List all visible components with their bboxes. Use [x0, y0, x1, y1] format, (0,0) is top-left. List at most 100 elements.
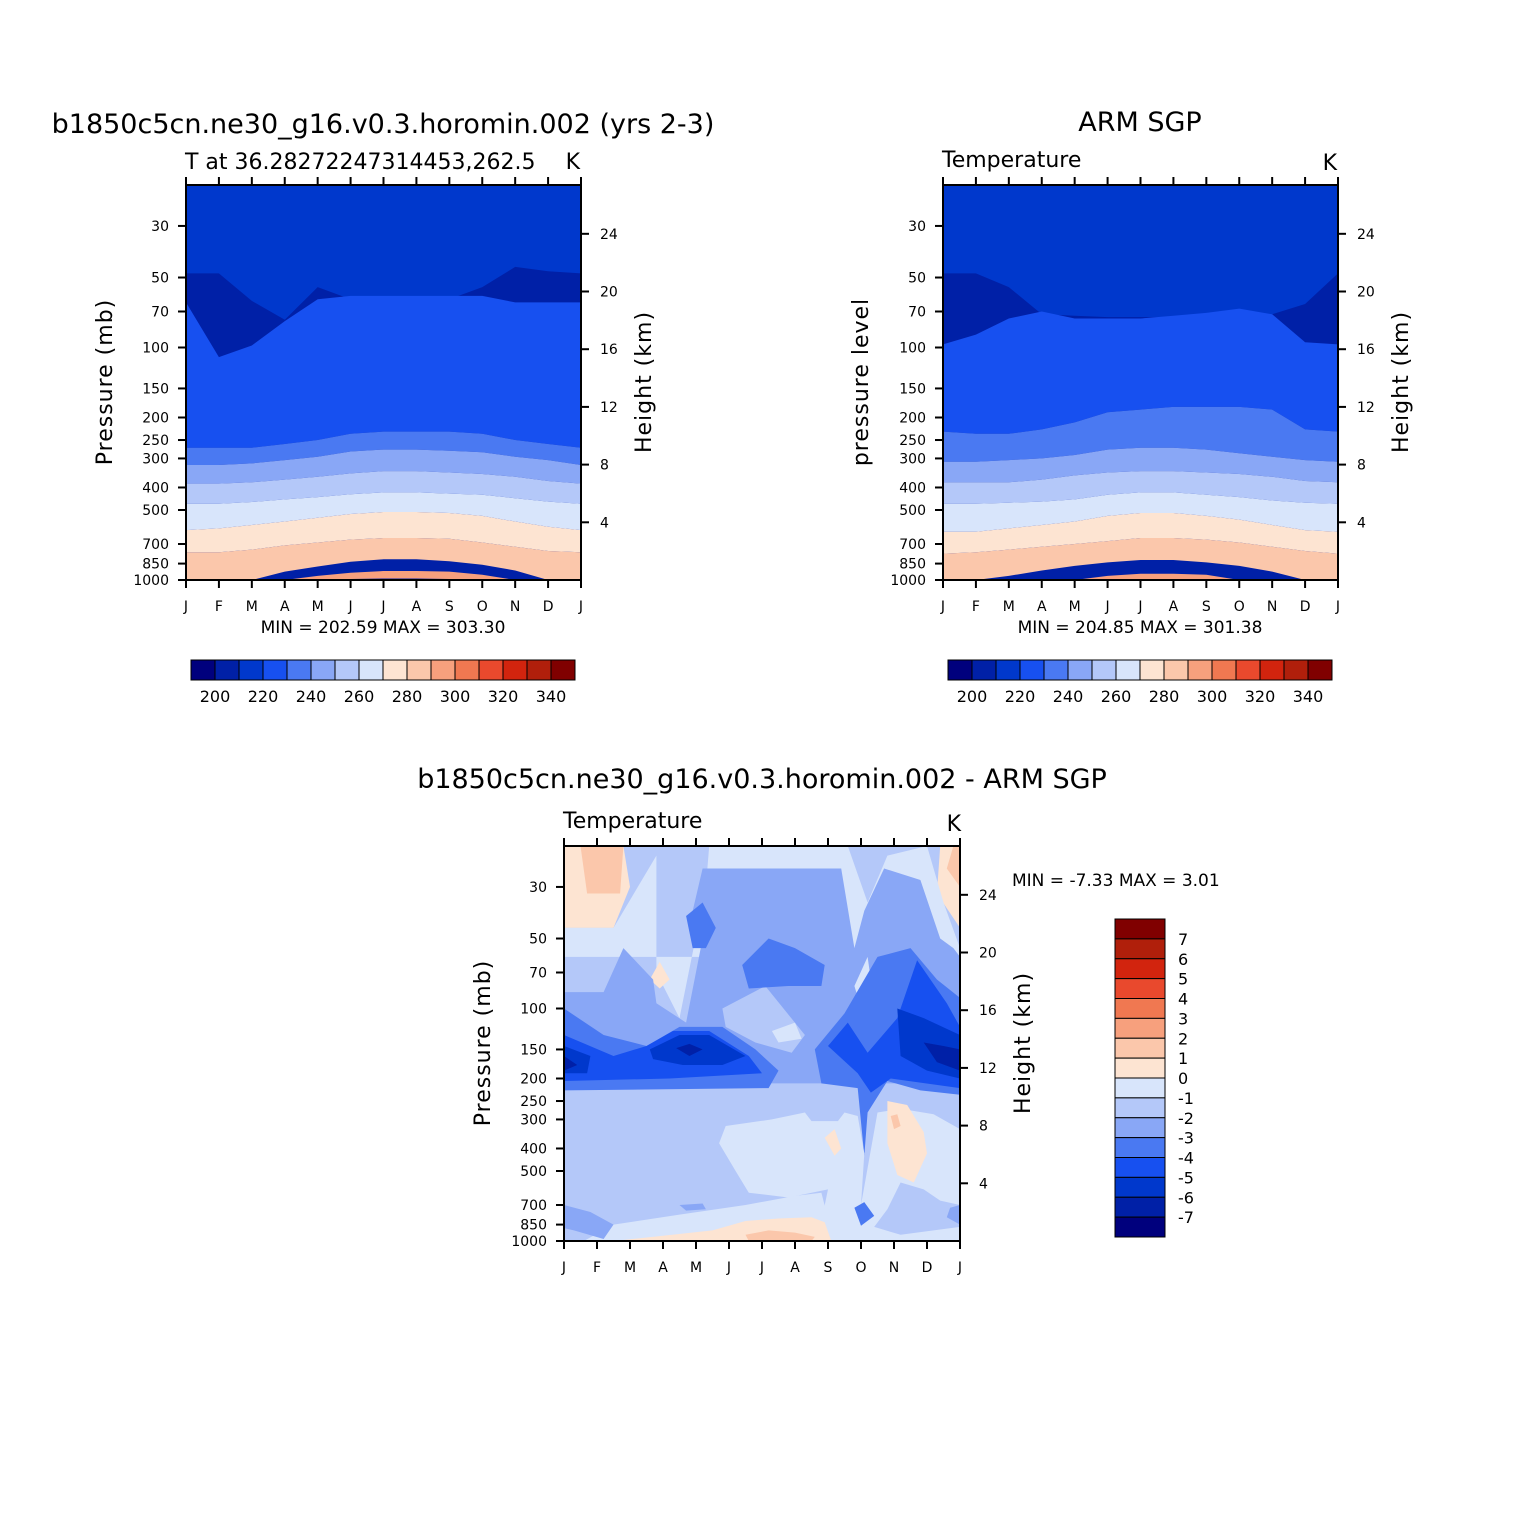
obs-band-240	[943, 447, 1338, 483]
obs-band-280	[943, 538, 1338, 580]
model-ytick-label-right-4: 8	[600, 458, 609, 474]
diff-colorbar-box-9	[1114, 1097, 1166, 1119]
model-colorbar-box-2	[238, 659, 264, 681]
obs-ytick-label-left-7: 300	[899, 451, 926, 467]
model-colorbar-box-3	[262, 659, 288, 681]
model-colorbar: 200 220 240 260 280 300 320 340	[190, 659, 576, 706]
diff-contour-22	[564, 1056, 578, 1071]
model-colorbar-box-8	[382, 659, 408, 681]
obs-ytick-label-right-1: 20	[1357, 285, 1375, 301]
diff-xtick-label-8: S	[824, 1260, 833, 1276]
diff-colorbar-box-3	[1114, 978, 1166, 999]
model-colorbar-box-1	[214, 659, 240, 681]
obs-units: K	[1323, 151, 1338, 176]
obs-band-290	[943, 573, 1338, 580]
diff-ytick-label-right-2: 16	[979, 1003, 997, 1019]
diff-ytick-label-right-3: 12	[979, 1061, 997, 1077]
diff-contour-31	[854, 1202, 875, 1226]
diff-contour-11	[742, 938, 825, 989]
diff-ytick-label-left-2: 70	[529, 965, 547, 981]
model-colorbar-label-1: 220	[248, 687, 279, 706]
diff-ytick-label-left-5: 200	[520, 1071, 547, 1087]
model-colorbar-box-5	[310, 659, 336, 681]
obs-xtick-label-3: A	[1037, 599, 1047, 615]
model-ytick-label-left-0: 30	[151, 219, 169, 235]
obs-colorbar-box-1	[971, 659, 997, 681]
obs-colorbar-box-2	[995, 659, 1021, 681]
model-xtick-label-11: D	[543, 599, 554, 615]
obs-colorbar-box-15	[1307, 659, 1333, 681]
obs-xtick-label-0: J	[940, 599, 945, 615]
model-band-260	[186, 492, 581, 531]
model-colorbar-box-7	[358, 659, 384, 681]
obs-colorbar-label-0: 200	[957, 687, 988, 706]
obs-xtick-label-4: M	[1069, 599, 1081, 615]
obs-ytick-label-right-4: 8	[1357, 458, 1366, 474]
model-colorbar-label-6: 320	[488, 687, 519, 706]
obs-xtick-label-5: J	[1105, 599, 1110, 615]
obs-colorbar-box-0	[947, 659, 973, 681]
obs-ytick-label-left-11: 850	[899, 557, 926, 573]
model-colorbar-label-4: 280	[392, 687, 423, 706]
model-ytick-label-left-11: 850	[142, 557, 169, 573]
obs-ytick-label-right-3: 12	[1357, 400, 1375, 416]
diff-ytick-label-left-9: 500	[520, 1164, 547, 1180]
obs-subtitle: Temperature	[941, 148, 1081, 173]
obs-ytick-label-right-2: 16	[1357, 342, 1375, 358]
obs-colorbar-box-11	[1211, 659, 1237, 681]
model-plot-area: J F M A M J J A S O N D J 30 50 70 100 150 200 250 300 400 500…	[133, 177, 618, 615]
model-ytick-label-left-1: 50	[151, 271, 169, 287]
diff-contour-27	[824, 1129, 842, 1156]
model-ytick-label-right-1: 20	[600, 285, 618, 301]
diff-colorbar-label-7: 0	[1178, 1069, 1188, 1088]
diff-ytick-label-left-11: 850	[520, 1218, 547, 1234]
model-ylabel-left: Pressure (mb)	[93, 299, 118, 466]
diff-xtick-label-9: O	[855, 1260, 866, 1276]
model-band-230	[186, 431, 581, 465]
model-xtick-label-8: S	[445, 599, 454, 615]
model-xtick-label-2: M	[246, 599, 258, 615]
model-ylabel-right: Height (km)	[632, 311, 657, 453]
diff-colorbar-label-4: 3	[1178, 1009, 1188, 1028]
obs-colorbar-box-4	[1043, 659, 1069, 681]
model-xtick-label-10: N	[510, 599, 520, 615]
diff-colorbar-label-12: -5	[1178, 1168, 1194, 1187]
diff-units: K	[947, 812, 962, 837]
obs-colorbar-box-3	[1019, 659, 1045, 681]
obs-colorbar-box-14	[1283, 659, 1309, 681]
panel-obs: ARM SGP Temperature K J F M A M J J A S O N D J 30 50 7…	[849, 107, 1414, 706]
diff-ytick-label-left-8: 400	[520, 1141, 547, 1157]
diff-colorbar-box-7	[1114, 1057, 1166, 1079]
diff-colorbar-box-15	[1114, 1216, 1166, 1238]
diff-colorbar-label-3: 4	[1178, 990, 1188, 1009]
model-colorbar-box-6	[334, 659, 360, 681]
diff-colorbar-label-5: 2	[1178, 1029, 1188, 1048]
panel-diff: b1850c5cn.ne30_g16.v0.3.horomin.002 - AR…	[417, 764, 1220, 1276]
obs-ytick-label-left-4: 150	[899, 381, 926, 397]
model-ytick-label-right-3: 12	[600, 400, 618, 416]
obs-ytick-label-left-0: 30	[908, 219, 926, 235]
diff-ytick-label-left-12: 1000	[511, 1234, 547, 1250]
diff-ytick-label-left-6: 250	[520, 1094, 547, 1110]
model-colorbar-label-3: 260	[344, 687, 375, 706]
model-ytick-label-right-2: 16	[600, 342, 618, 358]
diff-contour-33	[679, 1203, 706, 1211]
obs-colorbar-label-6: 320	[1245, 687, 1276, 706]
diff-xtick-label-11: D	[922, 1260, 933, 1276]
diff-colorbar-label-10: -3	[1178, 1129, 1194, 1148]
diff-colorbar-box-5	[1114, 1017, 1166, 1039]
diff-ytick-label-right-0: 24	[979, 888, 997, 904]
diff-xtick-label-0: J	[561, 1260, 566, 1276]
obs-band-260	[943, 492, 1338, 532]
diff-contour-20	[676, 1043, 703, 1056]
diff-contour-34	[946, 1205, 960, 1225]
diff-contour-21	[923, 1042, 960, 1071]
diff-ytick-label-left-1: 50	[529, 932, 547, 948]
obs-xtick-label-6: J	[1137, 599, 1142, 615]
obs-ytick-label-left-9: 500	[899, 503, 926, 519]
obs-ytick-label-left-5: 200	[899, 410, 926, 426]
diff-contour-9	[771, 1022, 802, 1043]
obs-colorbar-box-10	[1187, 659, 1213, 681]
obs-xtick-label-7: A	[1169, 599, 1179, 615]
